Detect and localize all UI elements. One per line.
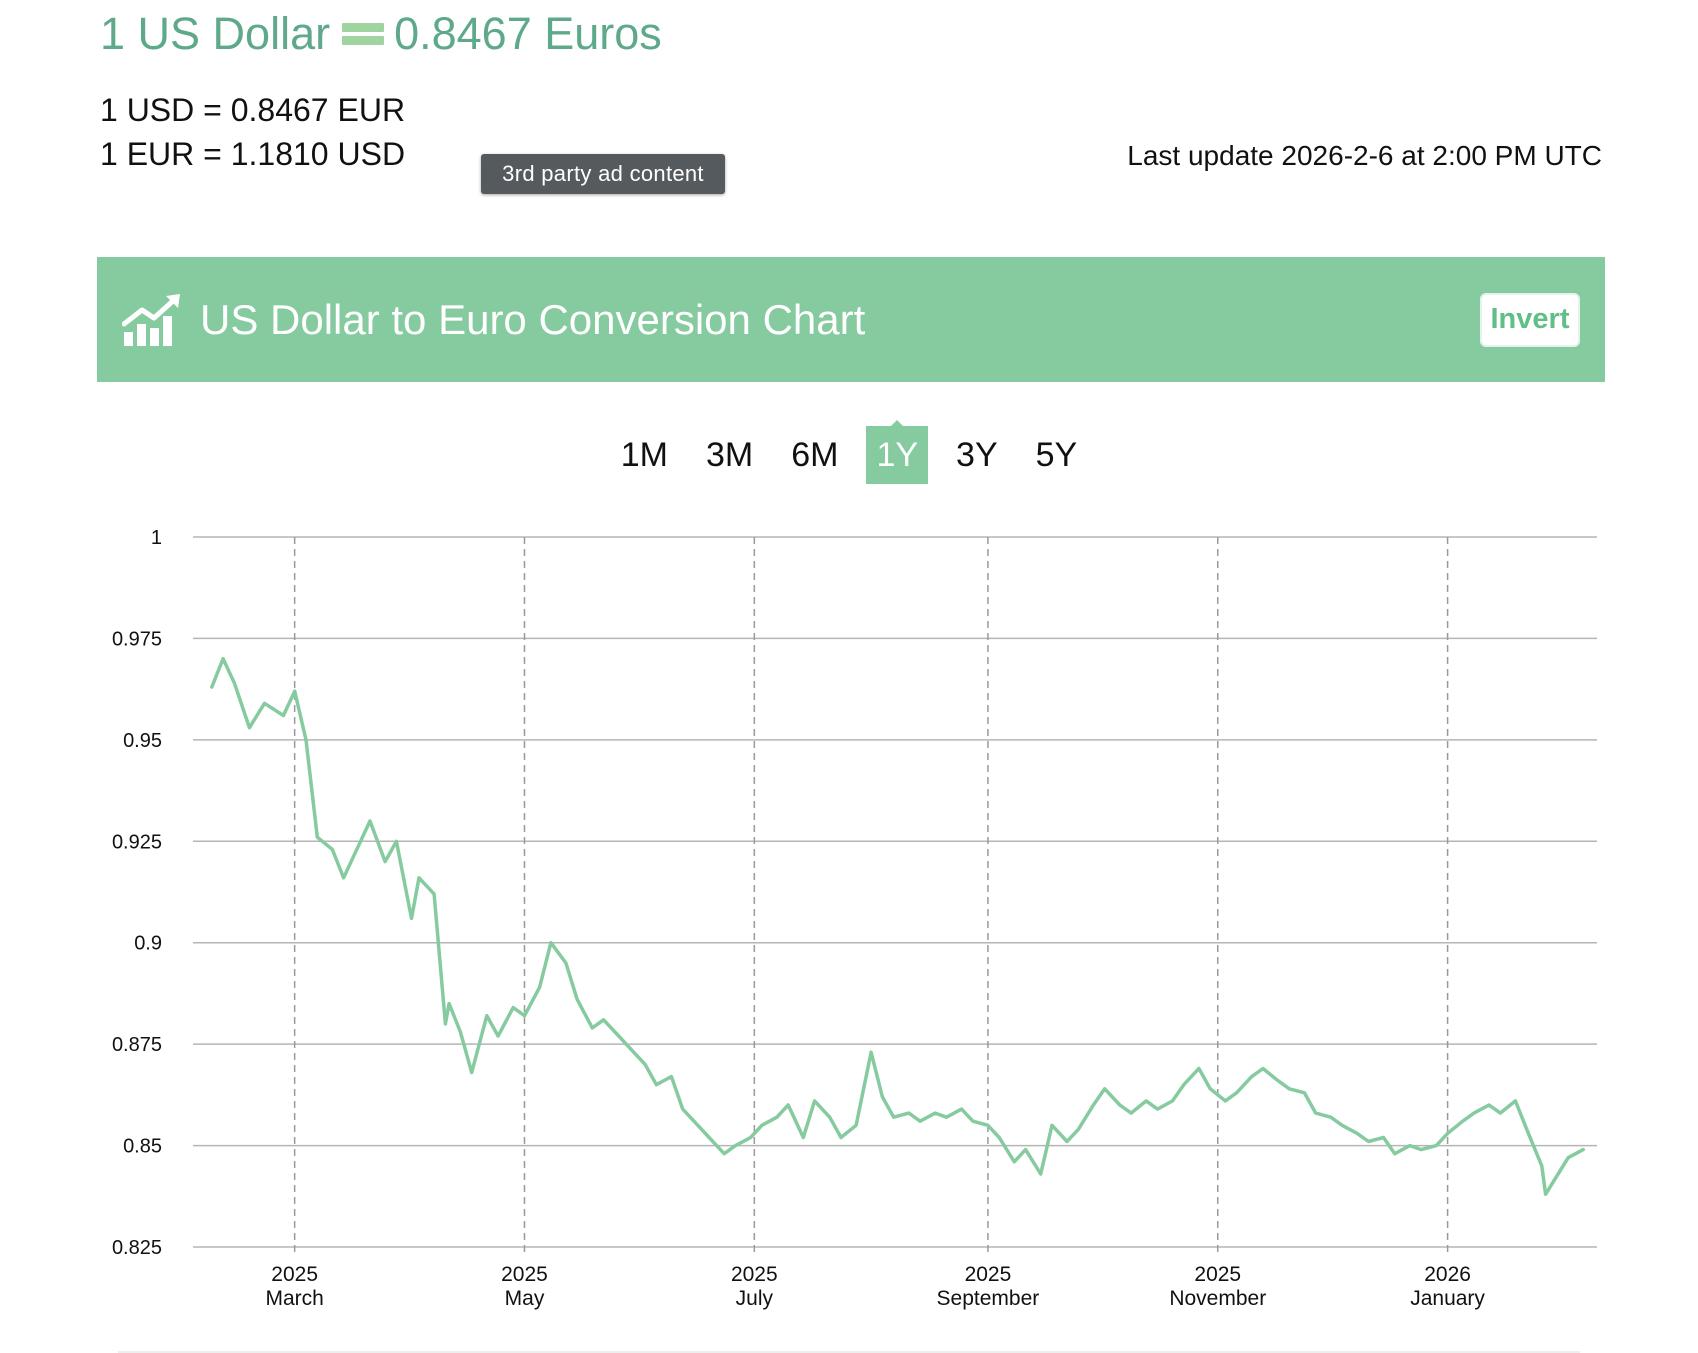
- x-tick-month: May: [505, 1287, 545, 1310]
- y-tick-label: 0.875: [112, 1034, 162, 1056]
- chart-growth-icon: [122, 293, 180, 346]
- tab-1y[interactable]: 1Y: [866, 420, 929, 484]
- x-tick-month: November: [1169, 1287, 1266, 1310]
- tab-6m[interactable]: 6M: [791, 435, 839, 474]
- range-tabs: 1M 3M 6M 1Y 3Y 5Y: [0, 420, 1698, 484]
- x-tick-month: July: [736, 1287, 774, 1310]
- tab-1m[interactable]: 1M: [620, 435, 668, 474]
- last-update: Last update 2026-2-6 at 2:00 PM UTC: [1127, 140, 1602, 171]
- x-tick-year: 2025: [965, 1263, 1012, 1286]
- x-tick-month: March: [265, 1287, 323, 1310]
- x-tick-year: 2025: [1194, 1263, 1241, 1286]
- series-line: [210, 656, 1585, 1197]
- x-tick-year: 2025: [501, 1263, 548, 1286]
- x-tick-year: 2025: [271, 1263, 318, 1286]
- conversion-chart: 10.9750.950.9250.90.8750.850.8252025Marc…: [112, 527, 1597, 1310]
- conversion-headline: 1 US Dollar 0.8467 Euros: [100, 8, 662, 60]
- x-tick-month: January: [1410, 1287, 1485, 1310]
- y-tick-label: 0.825: [112, 1237, 162, 1259]
- headline-to: 0.8467 Euros: [394, 8, 662, 59]
- y-tick-label: 0.85: [123, 1136, 162, 1158]
- y-tick-label: 0.95: [123, 730, 162, 752]
- y-tick-label: 0.925: [112, 831, 162, 853]
- y-tick-label: 1: [151, 527, 162, 549]
- y-tick-label: 0.9: [134, 933, 162, 955]
- ad-content-badge[interactable]: 3rd party ad content: [481, 154, 725, 194]
- y-tick-label: 0.975: [112, 628, 162, 650]
- x-tick-year: 2025: [731, 1263, 778, 1286]
- x-tick-month: September: [937, 1287, 1040, 1310]
- tab-3y[interactable]: 3Y: [956, 435, 998, 474]
- equals-icon: [342, 21, 385, 47]
- rate-eur-usd: 1 EUR = 1.1810 USD: [100, 136, 406, 172]
- tab-5y[interactable]: 5Y: [1035, 435, 1078, 474]
- rate-usd-eur: 1 USD = 0.8467 EUR: [100, 92, 406, 128]
- chart-header: US Dollar to Euro Conversion Chart Inver…: [97, 257, 1605, 382]
- chart-title: US Dollar to Euro Conversion Chart: [200, 295, 866, 343]
- x-tick-year: 2026: [1424, 1263, 1471, 1286]
- tab-3m[interactable]: 3M: [705, 435, 754, 474]
- invert-button[interactable]: Invert: [1480, 292, 1580, 347]
- headline-from: 1 US Dollar: [100, 8, 331, 59]
